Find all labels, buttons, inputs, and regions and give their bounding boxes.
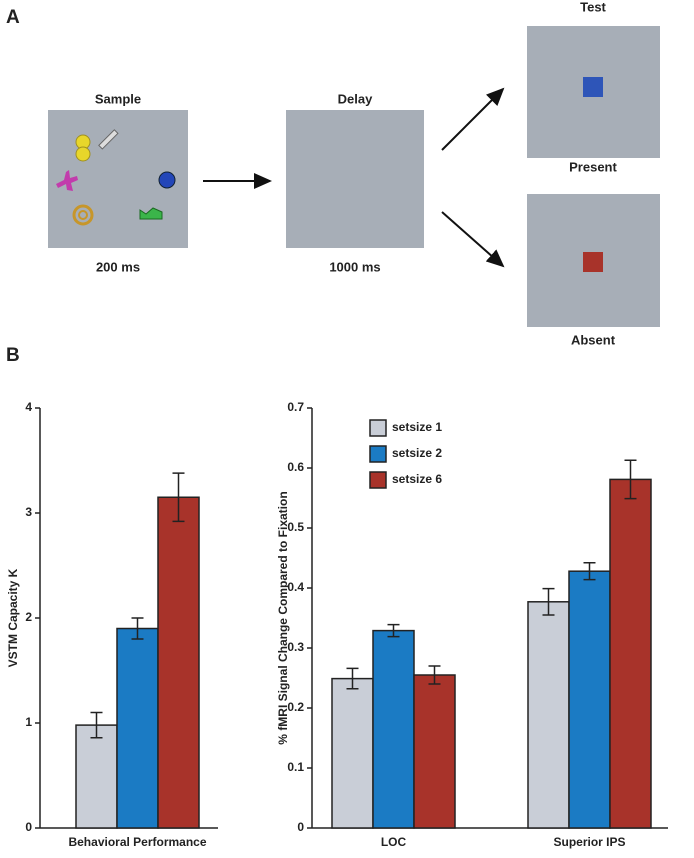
delay-frame	[286, 110, 424, 248]
legend-label: setsize 2	[392, 446, 442, 460]
y-tick-label: 1	[25, 715, 32, 729]
bar	[568, 570, 611, 829]
bar	[609, 478, 652, 829]
legend-swatch	[369, 419, 387, 437]
error-bar	[131, 617, 144, 640]
y-tick-label: 0.3	[287, 640, 304, 654]
bar	[372, 629, 415, 829]
y-tick-label: 0	[25, 820, 32, 834]
bar	[413, 674, 456, 829]
x-tick-label: Superior IPS	[553, 835, 625, 849]
bar	[157, 496, 200, 829]
frame-title: Sample	[95, 91, 141, 106]
x-tick-label: Behavioral Performance	[68, 835, 206, 849]
error-bar	[90, 711, 103, 739]
y-axis-label: % fMRI Signal Change Compared to Fixatio…	[276, 491, 290, 744]
legend-label: setsize 6	[392, 472, 442, 486]
arrow	[441, 211, 505, 268]
frame-duration: 200 ms	[96, 259, 140, 274]
frame-title: Delay	[338, 91, 373, 106]
frame-duration: 1000 ms	[329, 259, 380, 274]
error-bar	[542, 587, 555, 616]
error-bar	[583, 562, 596, 581]
y-tick-label: 0.1	[287, 760, 304, 774]
error-bar	[428, 665, 441, 685]
probe	[583, 252, 603, 272]
y-tick-label: 2	[25, 610, 32, 624]
error-bar	[346, 667, 359, 690]
y-tick-label: 0	[297, 820, 304, 834]
y-tick-label: 0.2	[287, 700, 304, 714]
y-tick-label: 0.4	[287, 580, 304, 594]
probe	[583, 77, 603, 97]
error-bar	[172, 472, 185, 523]
panel-label: B	[6, 345, 20, 366]
panel-label: A	[6, 7, 20, 28]
y-tick-label: 4	[25, 400, 32, 414]
y-axis-label: VSTM Capacity K	[6, 568, 20, 667]
legend-swatch	[369, 445, 387, 463]
frame-caption: Present	[569, 159, 617, 174]
bar	[116, 627, 159, 829]
legend-swatch	[369, 471, 387, 489]
bar	[331, 677, 374, 829]
bar	[75, 724, 118, 829]
frame-caption: Absent	[571, 332, 616, 347]
arrow	[441, 87, 505, 151]
error-bar	[387, 623, 400, 638]
sample-shapes	[56, 129, 176, 226]
x-tick-label: LOC	[381, 835, 407, 849]
y-tick-label: 0.5	[287, 520, 304, 534]
y-tick-label: 0.6	[287, 460, 304, 474]
y-tick-label: 3	[25, 505, 32, 519]
legend-label: setsize 1	[392, 420, 442, 434]
y-tick-label: 0.7	[287, 400, 304, 414]
bar	[527, 601, 570, 829]
error-bar	[624, 459, 637, 500]
frame-title: Test	[580, 0, 606, 14]
